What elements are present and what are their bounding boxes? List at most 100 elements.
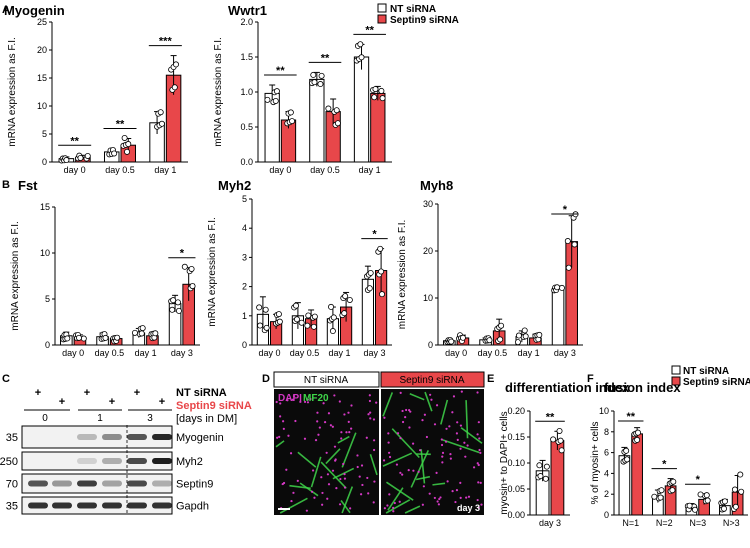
data-point	[126, 141, 131, 146]
data-point	[347, 297, 352, 302]
nucleus-dot	[480, 504, 482, 506]
panel-letter-e: E	[487, 373, 494, 385]
nucleus-dot	[312, 469, 314, 471]
data-point	[380, 96, 385, 101]
nucleus-dot	[429, 493, 431, 495]
wb-day1: 1	[97, 413, 103, 424]
data-point	[555, 285, 560, 290]
nucleus-dot	[326, 452, 328, 454]
bar-nt	[310, 79, 324, 162]
nucleus-dot	[339, 400, 341, 402]
nucleus-dot	[313, 497, 315, 499]
legend-f-swatch-septin9	[672, 377, 680, 385]
x-tick-label: day 1	[328, 348, 350, 358]
nucleus-dot	[332, 470, 334, 472]
y-tick-label: 0.0	[240, 157, 253, 167]
significance-label: **	[546, 411, 555, 423]
y-tick-label: 0	[42, 157, 47, 167]
nucleus-dot	[397, 432, 399, 434]
data-point	[326, 106, 331, 111]
data-point	[551, 437, 556, 442]
nucleus-dot	[369, 411, 371, 413]
nucleus-dot	[369, 417, 371, 419]
nucleus-dot	[290, 500, 292, 502]
nucleus-dot	[465, 497, 467, 499]
bar-nt	[552, 289, 564, 345]
micro-day-label: day 3	[457, 503, 480, 513]
y-axis-label: % of myosin+ cells	[590, 421, 601, 504]
data-point	[687, 503, 692, 508]
nucleus-dot	[459, 482, 461, 484]
nucleus-dot	[389, 456, 391, 458]
nucleus-dot	[456, 489, 458, 491]
nucleus-dot	[468, 496, 470, 498]
nucleus-dot	[276, 437, 278, 439]
nucleus-dot	[373, 439, 375, 441]
nucleus-dot	[445, 428, 447, 430]
nucleus-dot	[316, 420, 318, 422]
micro-header-septin9-label: Septin9 siRNA	[399, 375, 464, 386]
chart-title: Myh8	[420, 178, 453, 193]
nucleus-dot	[436, 404, 438, 406]
lane-marks: ++++++	[35, 387, 165, 408]
y-tick-label: 20	[37, 45, 47, 55]
data-point	[624, 457, 629, 462]
nucleus-dot	[316, 412, 318, 414]
nucleus-dot	[399, 501, 401, 503]
nucleus-dot	[320, 476, 322, 478]
significance-label: *	[180, 248, 185, 260]
data-point	[140, 325, 145, 330]
data-point	[565, 238, 570, 243]
nucleus-dot	[321, 504, 323, 506]
y-tick-label: 10	[599, 406, 609, 416]
data-point	[112, 151, 117, 156]
nucleus-dot	[456, 432, 458, 434]
micro-stain-dapi: DAPI	[278, 393, 302, 404]
legend-label-nt: NT siRNA	[390, 4, 436, 15]
nucleus-dot	[388, 452, 390, 454]
data-point	[328, 304, 333, 309]
nucleus-dot	[451, 411, 453, 413]
y-tick-label: 4	[242, 223, 247, 233]
nucleus-dot	[463, 442, 465, 444]
data-point	[171, 298, 176, 303]
nucleus-dot	[419, 449, 421, 451]
data-point	[624, 448, 629, 453]
nucleus-dot	[335, 487, 337, 489]
blot-protein: Septin9	[176, 479, 213, 491]
nucleus-dot	[359, 476, 361, 478]
data-point	[172, 85, 177, 90]
blot-protein: Myh2	[176, 456, 203, 468]
y-tick-label: 0.20	[507, 406, 525, 416]
data-point	[652, 494, 657, 499]
nucleus-dot	[441, 438, 443, 440]
x-tick-label: day 0.5	[310, 165, 340, 175]
blot-band	[127, 434, 147, 440]
y-axis-label: mRNA expression as F.I.	[397, 220, 408, 329]
data-point	[277, 319, 282, 324]
nucleus-dot	[447, 480, 449, 482]
nucleus-dot	[477, 462, 479, 464]
nucleus-dot	[321, 492, 323, 494]
blot-band	[28, 503, 48, 509]
nucleus-dot	[453, 395, 455, 397]
blot-band	[52, 503, 72, 509]
blot-band	[152, 434, 172, 440]
nucleus-dot	[437, 500, 439, 502]
nucleus-dot	[343, 413, 345, 415]
blot-protein: Gapdh	[176, 501, 209, 513]
nucleus-dot	[478, 449, 480, 451]
nucleus-dot	[328, 412, 330, 414]
data-point	[572, 242, 577, 247]
nucleus-dot	[404, 416, 406, 418]
data-point	[264, 325, 269, 330]
nucleus-dot	[408, 469, 410, 471]
data-point	[293, 303, 298, 308]
chart-title: fusion index	[604, 380, 681, 395]
x-tick-label: day 3	[171, 348, 193, 358]
nucleus-dot	[392, 510, 394, 512]
x-tick-label: day 3	[363, 348, 385, 358]
